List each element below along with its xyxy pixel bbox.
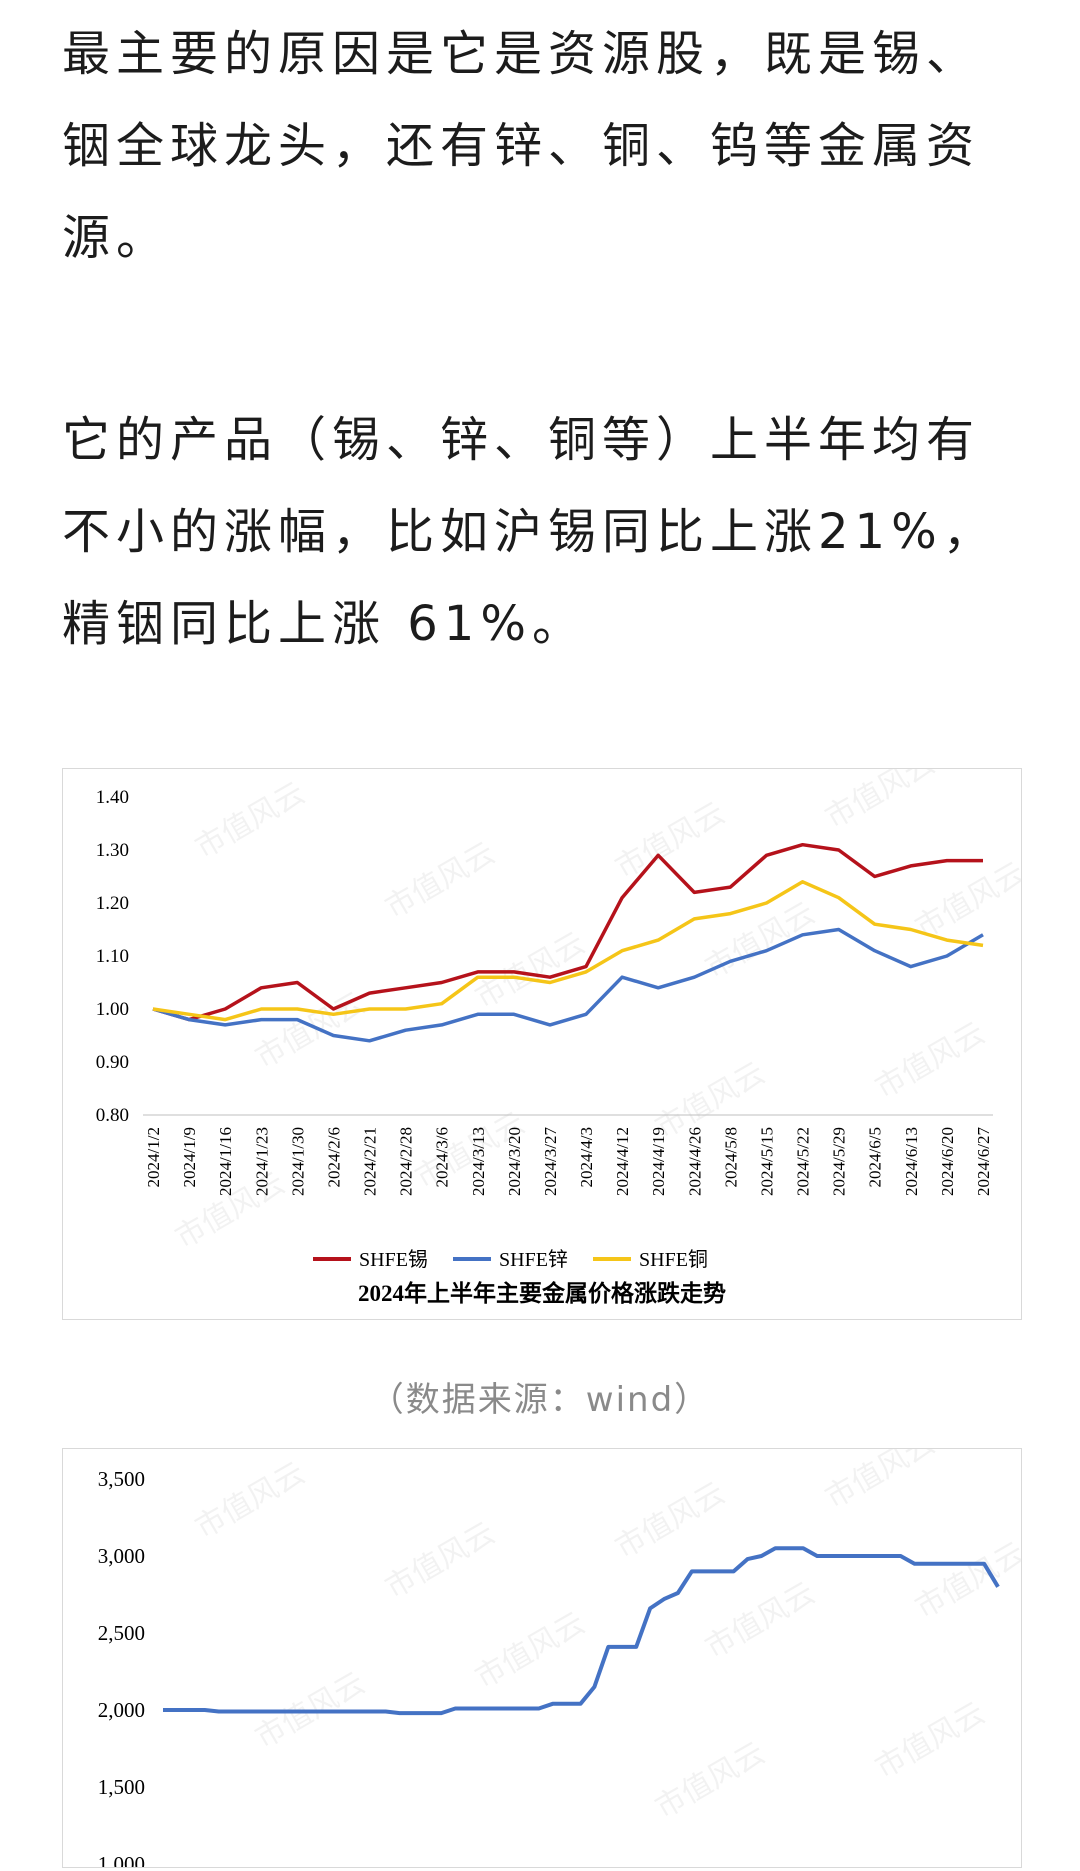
y-tick-label: 1.40: [96, 787, 129, 808]
x-tick-label: 2024/1/2: [144, 1127, 163, 1187]
y-tick-label: 1.30: [96, 840, 129, 861]
y-tick-label: 2,000: [98, 1698, 145, 1722]
watermark-text: 市值风云: [870, 1696, 990, 1785]
x-tick-label: 2024/3/20: [505, 1127, 524, 1196]
y-tick-label: 1,500: [98, 1775, 145, 1799]
watermark-text: 市值风云: [380, 1516, 500, 1605]
y-tick-label: 2,500: [98, 1621, 145, 1645]
x-tick-label: 2024/6/5: [866, 1127, 885, 1187]
x-tick-label: 2024/4/3: [577, 1127, 596, 1187]
y-tick-label: 1,000: [98, 1852, 145, 1867]
watermark-text: 市值风云: [820, 1449, 940, 1515]
series-line-2: [152, 927, 984, 1043]
watermark-text: 市值风云: [470, 1606, 590, 1695]
x-tick-label: 2024/1/30: [288, 1127, 307, 1196]
watermark-text: 市值风云: [700, 896, 820, 985]
y-tick-label: 3,000: [98, 1544, 145, 1568]
series-line-1: [152, 842, 983, 1022]
x-tick-label: 2024/1/9: [180, 1127, 199, 1187]
y-tick-label: 0.90: [96, 1052, 129, 1073]
x-tick-label: 2024/2/6: [324, 1127, 343, 1187]
y-tick-label: 0.80: [96, 1105, 129, 1126]
x-tick-label: 2024/1/23: [252, 1127, 271, 1196]
x-tick-label: 2024/3/6: [433, 1127, 452, 1187]
metal-price-chart: 市值风云 市值风云 市值风云 市值风云 市值风云 市值风云 市值风云 市值风云 市值风云 市值风云…: [62, 746, 1031, 1320]
indium-price-chart: 市值风云 市值风云 市值风云 市值风云 市值风云 市值风云 市值风云 市值风云 市值风云 市值风云…: [62, 1426, 1031, 1871]
x-tick-label: 2024/5/22: [794, 1127, 813, 1196]
x-tick-label: 2024/6/13: [902, 1127, 921, 1196]
x-tick-label: 2024/3/13: [469, 1127, 488, 1196]
x-tick-label: 2024/4/12: [613, 1127, 632, 1196]
paragraph-2: 它的产品（锡、锌、铜等）上半年均有不小的涨幅，比如沪锡同比上涨21%，精铟同比上…: [62, 412, 997, 652]
y-tick-label: 3,500: [98, 1467, 145, 1491]
watermark-text: 市值风云: [190, 1456, 310, 1545]
series-line-3: [152, 880, 984, 1022]
watermark-text: 市值风云: [910, 856, 1021, 945]
series-line-1: [163, 1546, 1000, 1716]
watermark-text: 市值风云: [610, 796, 730, 885]
watermark-text: 市值风云: [650, 1736, 770, 1825]
x-tick-label: 2024/5/8: [721, 1127, 740, 1187]
x-tick-label: 2024/6/20: [938, 1127, 957, 1196]
watermark-text: 市值风云: [380, 836, 500, 925]
y-tick-label: 1.00: [96, 999, 129, 1020]
x-tick-label: 2024/5/29: [830, 1127, 849, 1196]
watermark-text: 市值风云: [610, 1476, 730, 1565]
x-tick-label: 2024/2/21: [361, 1127, 380, 1196]
data-source-caption: （数据来源：wind）: [369, 1380, 711, 1420]
x-tick-label: 2024/1/16: [216, 1127, 235, 1196]
y-tick-label: 1.20: [96, 893, 129, 914]
x-tick-label: 2024/6/27: [974, 1127, 993, 1196]
watermark-text: 市值风云: [870, 1016, 990, 1105]
x-tick-label: 2024/4/19: [649, 1127, 668, 1196]
x-tick-label: 2024/2/28: [397, 1127, 416, 1196]
legend-label: SHFE锌: [499, 1248, 568, 1271]
watermark-text: 市值风云: [820, 769, 940, 835]
watermark-text: 市值风云: [190, 776, 310, 865]
legend-label: SHFE铜: [639, 1248, 708, 1271]
x-tick-label: 2024/5/15: [757, 1127, 776, 1196]
y-tick-label: 1.10: [96, 946, 129, 967]
legend-label: SHFE锡: [359, 1248, 428, 1271]
x-tick-label: 2024/3/27: [541, 1127, 560, 1196]
watermark-text: 市值风云: [910, 1536, 1021, 1625]
paragraph-1: 最主要的原因是它是资源股，既是锡、铟全球龙头，还有锌、铜、钨等金属资源。: [62, 26, 981, 266]
chart-title: 2024年上半年主要金属价格涨跌走势: [358, 1280, 726, 1306]
x-tick-label: 2024/4/26: [685, 1127, 704, 1196]
watermark-text: 市值风云: [700, 1576, 820, 1665]
